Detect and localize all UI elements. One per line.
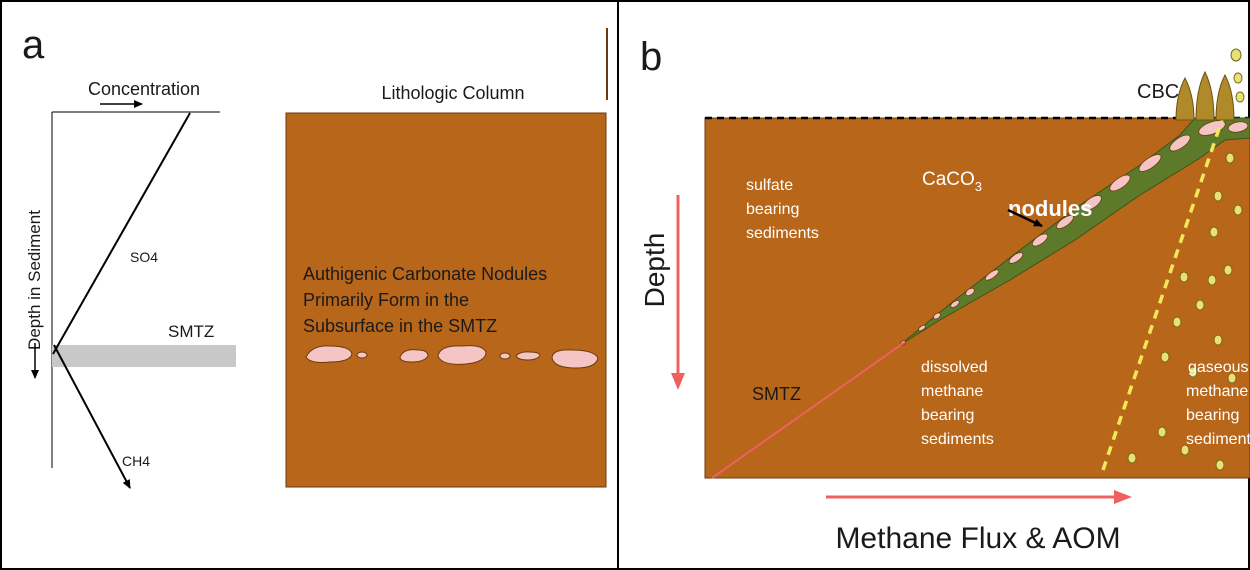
bubble	[1210, 227, 1218, 237]
bubble	[1173, 317, 1181, 327]
nodule-caption-line-1: Authigenic Carbonate Nodules	[303, 264, 547, 284]
bubble	[1180, 272, 1188, 282]
depth-arrow-head	[671, 373, 685, 390]
gaseous-label-3: bearing	[1186, 407, 1239, 424]
bubble	[1196, 300, 1204, 310]
bubble	[1234, 205, 1242, 215]
nodule-caption-line-3: Subsurface in the SMTZ	[303, 316, 497, 336]
concentration-label: Concentration	[88, 79, 200, 99]
nodule	[438, 346, 486, 365]
smtz-band	[52, 345, 236, 367]
depth-label-b: Depth	[639, 233, 670, 308]
nodule	[516, 352, 540, 360]
gaseous-label-4: sediments	[1186, 431, 1250, 448]
bubble	[1224, 265, 1232, 275]
so4-profile-line	[53, 113, 190, 354]
smtz-label-a: SMTZ	[168, 322, 214, 341]
methane-flux-label: Methane Flux & AOM	[835, 522, 1120, 555]
lithologic-column-title: Lithologic Column	[381, 83, 524, 103]
chimney	[1196, 72, 1214, 120]
bubble	[1226, 153, 1234, 163]
bubble	[1208, 275, 1216, 285]
dissolved-label-4: sediments	[921, 431, 994, 448]
depth-in-sediment-label: Depth in Sediment	[25, 210, 44, 350]
bubble	[1234, 73, 1242, 83]
so4-label: SO4	[130, 249, 158, 265]
bubble	[1214, 191, 1222, 201]
chimneys	[1176, 72, 1234, 120]
caco3-text: CaCO	[922, 169, 975, 190]
nodule	[400, 350, 428, 362]
dissolved-label-2: methane	[921, 383, 983, 400]
sulfate-label-3: sediments	[746, 225, 819, 242]
panel-a: a Concentration Depth in Sediment SMTZ S…	[22, 23, 607, 488]
ch4-label: CH4	[122, 453, 150, 469]
bubble	[1161, 352, 1169, 362]
water-bubbles	[1231, 49, 1244, 102]
panel-b: b	[639, 35, 1250, 555]
bubble	[1128, 453, 1136, 463]
caco3-subscript: 3	[975, 179, 982, 194]
gaseous-label-1: gaseous	[1188, 359, 1249, 376]
panel-b-label: b	[640, 35, 662, 79]
dissolved-label-3: bearing	[921, 407, 974, 424]
nodule	[500, 353, 510, 359]
panel-a-label: a	[22, 23, 45, 67]
nodule-caption-line-2: Primarily Form in the	[303, 290, 469, 310]
sulfate-label-1: sulfate	[746, 177, 793, 194]
bubble	[1231, 49, 1241, 61]
sulfate-label-2: bearing	[746, 201, 799, 218]
gaseous-label-2: methane	[1186, 383, 1248, 400]
cbc-label: CBC	[1137, 81, 1179, 103]
flux-arrow-head	[1114, 490, 1132, 504]
bubble	[1158, 427, 1166, 437]
nodule	[357, 352, 367, 358]
bubble	[1236, 92, 1244, 102]
chimney	[1216, 75, 1234, 120]
dissolved-label-1: dissolved	[921, 359, 988, 376]
bubble	[1214, 335, 1222, 345]
nodule	[552, 350, 598, 368]
smtz-label-b: SMTZ	[752, 384, 801, 404]
bubble	[1216, 460, 1224, 470]
